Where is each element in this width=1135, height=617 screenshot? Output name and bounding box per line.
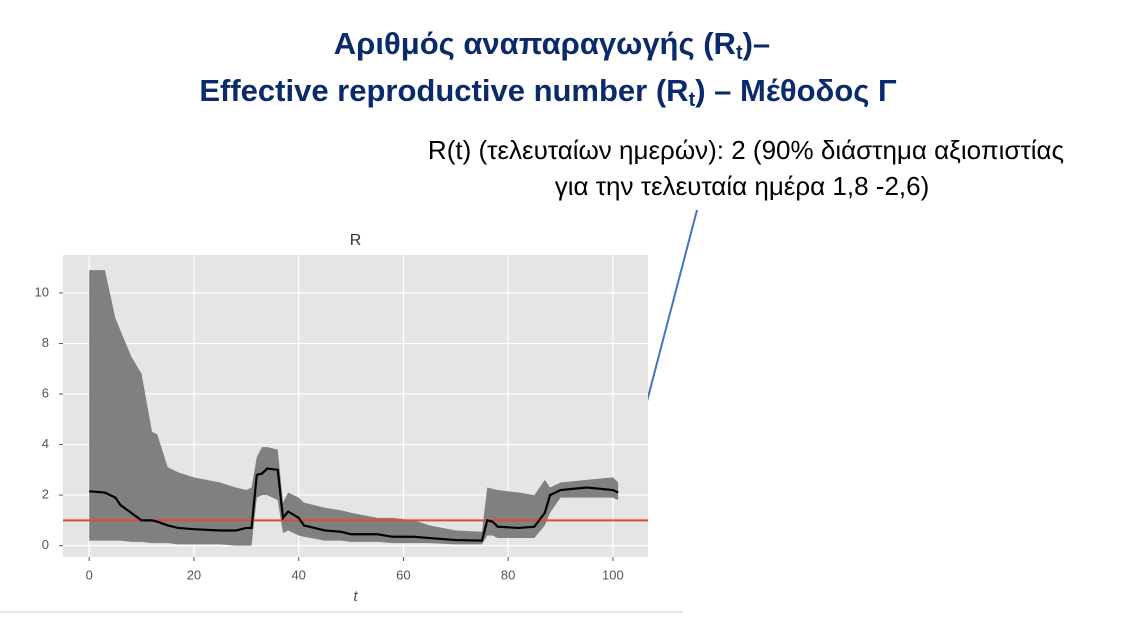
annotation-line: για την τελευταία ημέρα 1,8 -2,6) bbox=[555, 171, 930, 201]
title-line-2: Effective reproductive number (Rt) – Μέθ… bbox=[199, 73, 897, 111]
x-tick-label: 0 bbox=[86, 567, 93, 582]
y-tick-label: 2 bbox=[42, 487, 49, 502]
y-tick-label: 0 bbox=[42, 537, 49, 552]
x-tick-label: 80 bbox=[501, 567, 515, 582]
r-line bbox=[89, 467, 619, 542]
x-tick-label: 60 bbox=[396, 567, 410, 582]
chart-title: R bbox=[350, 232, 362, 249]
title-line-1: Αριθμός αναπαραγωγής (Rt)– bbox=[334, 26, 770, 64]
y-tick-label: 4 bbox=[42, 436, 49, 451]
confidence-band bbox=[89, 270, 619, 546]
x-axis-label: t bbox=[353, 588, 358, 605]
x-tick-label: 20 bbox=[187, 567, 201, 582]
annotation-line: R(t) (τελευταίων ημερών): 2 (90% διάστημ… bbox=[428, 135, 1064, 165]
x-tick-label: 40 bbox=[291, 567, 305, 582]
y-tick-label: 10 bbox=[35, 284, 49, 299]
y-tick-label: 6 bbox=[42, 385, 49, 400]
y-tick-label: 8 bbox=[42, 335, 49, 350]
x-tick-label: 100 bbox=[602, 567, 624, 582]
